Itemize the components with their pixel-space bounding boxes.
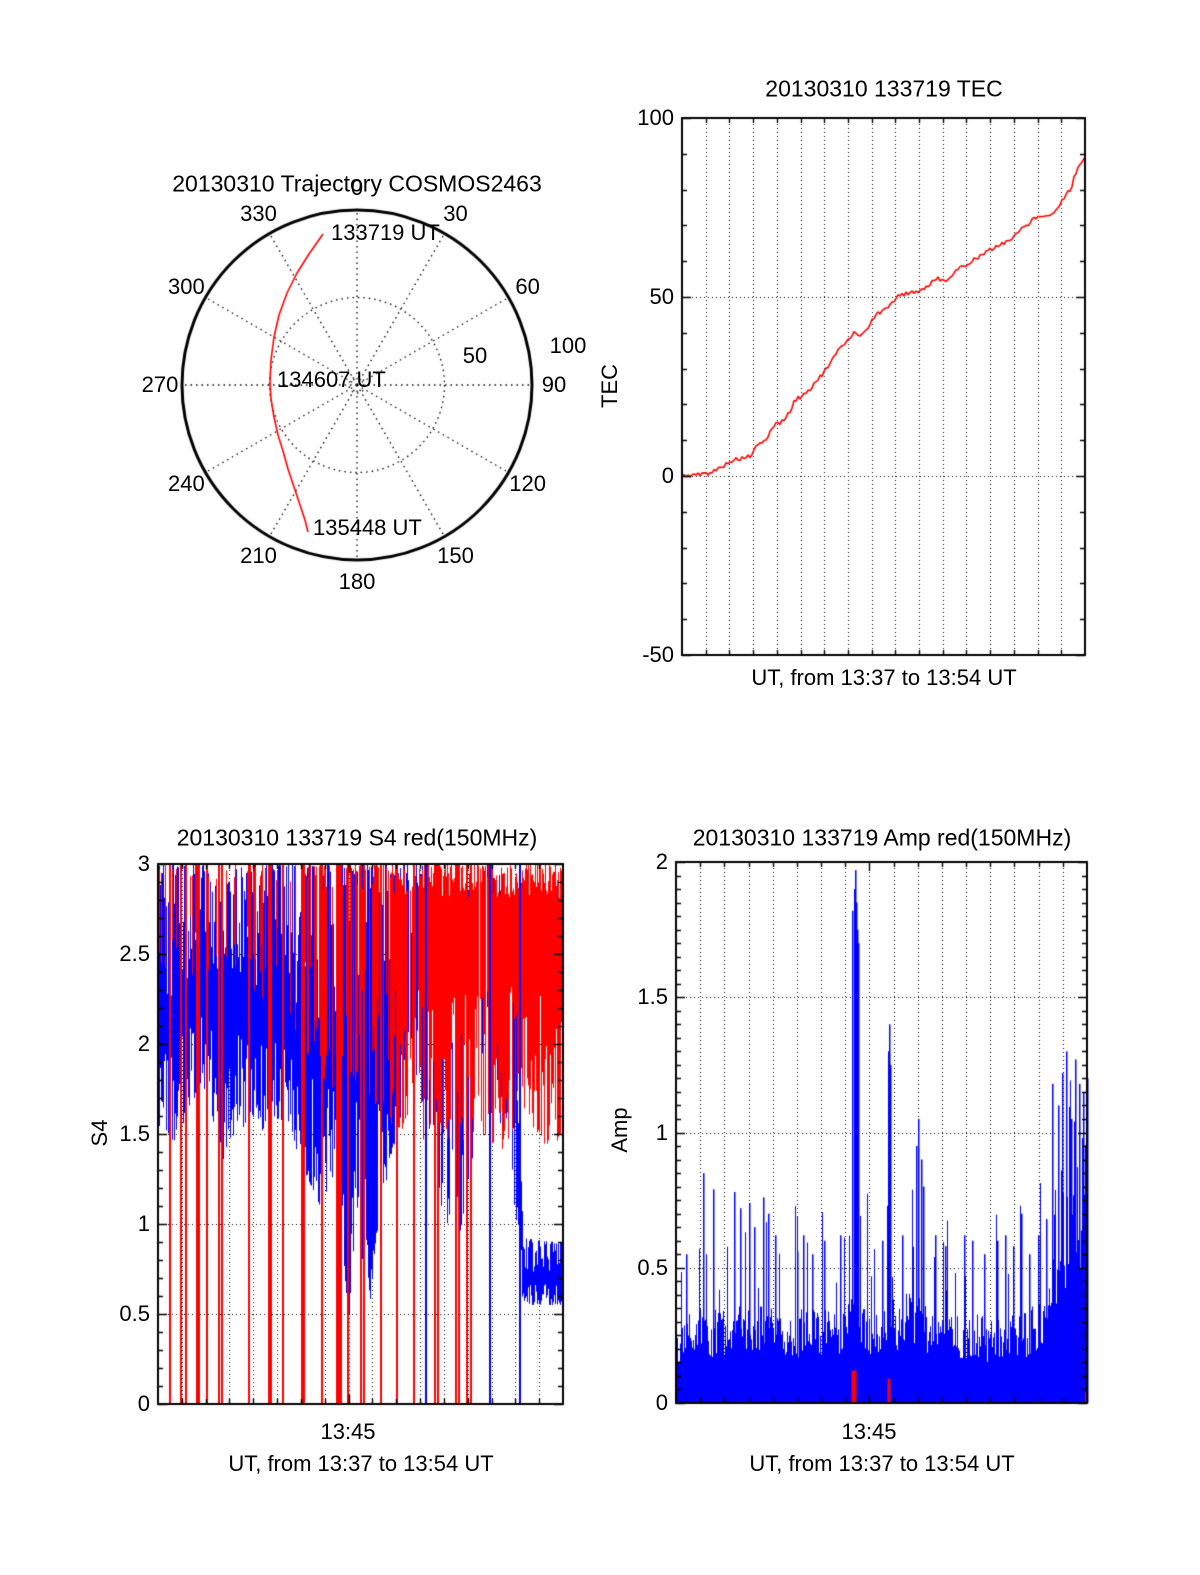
amp-x-tick-1345: 13:45 bbox=[841, 1419, 897, 1444]
s4-y-axis-label: S4 bbox=[87, 1119, 112, 1147]
tec-x-axis-label: UT, from 13:37 to 13:54 UT bbox=[751, 665, 1017, 690]
polar-azimuth-label-180: 180 bbox=[338, 569, 376, 594]
amp-y-tick-label-0: 0 bbox=[655, 1390, 668, 1415]
amp-plot-title: 20130310 133719 Amp red(150MHz) bbox=[692, 824, 1072, 851]
amp-y-tick-label-1: 1 bbox=[655, 1119, 668, 1145]
s4-x-axis-label: UT, from 13:37 to 13:54 UT bbox=[228, 1451, 494, 1476]
s4-plot-title: 20130310 133719 S4 red(150MHz) bbox=[176, 824, 538, 851]
s4-y-tick-label-2.5: 2.5 bbox=[119, 941, 150, 966]
polar-azimuth-label-120: 120 bbox=[509, 470, 546, 496]
polar-annotation-mid-time: 134607 UT bbox=[277, 367, 386, 392]
tec-y-tick-label-50: 50 bbox=[649, 284, 674, 309]
polar-azimuth-label-330: 330 bbox=[240, 201, 277, 227]
polar-radius-label-50: 50 bbox=[462, 343, 488, 368]
amp-y-tick-label-1.5: 1.5 bbox=[637, 984, 668, 1010]
polar-azimuth-label-60: 60 bbox=[515, 273, 540, 299]
amp-y-tick-label-0.5: 0.5 bbox=[637, 1254, 668, 1280]
s4-y-tick-label-2: 2 bbox=[137, 1031, 150, 1056]
polar-annotation-end-time: 135448 UT bbox=[313, 515, 422, 540]
s4-y-tick-label-1: 1 bbox=[137, 1211, 150, 1236]
s4-y-tick-label-1.5: 1.5 bbox=[119, 1121, 150, 1146]
polar-azimuth-label-240: 240 bbox=[168, 470, 205, 496]
amp-x-axis-label: UT, from 13:37 to 13:54 UT bbox=[749, 1451, 1015, 1476]
polar-azimuth-label-210: 210 bbox=[240, 542, 277, 568]
polar-azimuth-label-30: 30 bbox=[443, 201, 468, 227]
polar-azimuth-label-0: 0 bbox=[350, 175, 364, 200]
s4-y-tick-label-3: 3 bbox=[137, 851, 150, 876]
tec-y-tick-label--50: -50 bbox=[642, 642, 674, 667]
polar-azimuth-label-150: 150 bbox=[437, 542, 474, 568]
s4-y-tick-label-0.5: 0.5 bbox=[119, 1301, 150, 1326]
tec-y-tick-label-100: 100 bbox=[637, 105, 674, 130]
polar-azimuth-label-90: 90 bbox=[541, 372, 567, 397]
polar-plot-title: 20130310 Trajectory COSMOS2463 bbox=[172, 170, 542, 197]
polar-annotation-start-time: 133719 UT bbox=[331, 220, 440, 245]
s4-y-tick-label-0: 0 bbox=[137, 1391, 150, 1416]
tec-plot-title: 20130310 133719 TEC bbox=[765, 75, 1003, 102]
amp-y-tick-label-2: 2 bbox=[655, 849, 668, 874]
amp-y-axis-label: Amp bbox=[607, 1107, 632, 1153]
polar-azimuth-label-270: 270 bbox=[141, 372, 179, 397]
polar-radius-label-100: 100 bbox=[549, 333, 587, 358]
tec-y-tick-label-0: 0 bbox=[661, 463, 674, 488]
polar-azimuth-label-300: 300 bbox=[168, 273, 205, 299]
tec-y-axis-label: TEC bbox=[597, 364, 622, 408]
s4-x-tick-1345: 13:45 bbox=[320, 1419, 376, 1444]
